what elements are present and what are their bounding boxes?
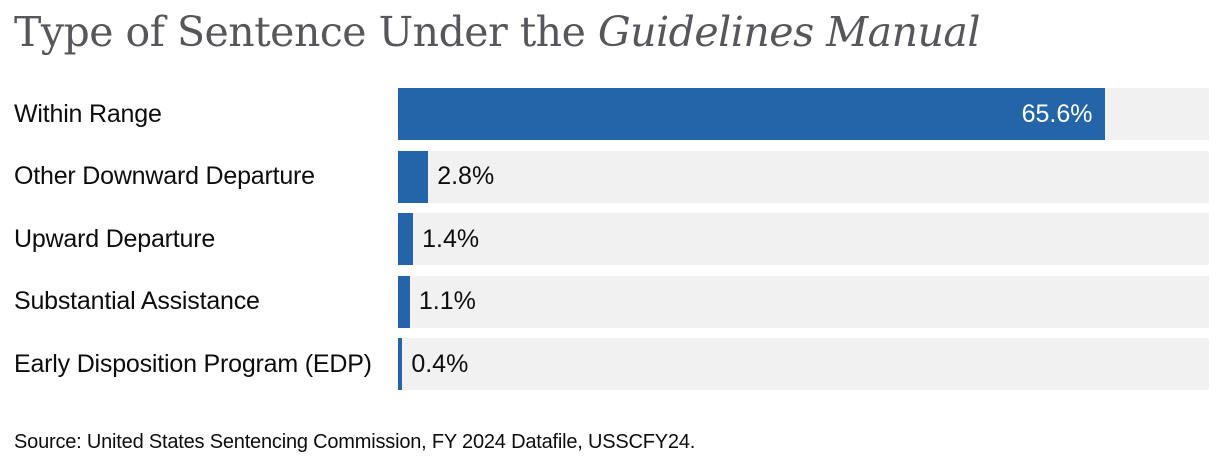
category-label: Upward Departure xyxy=(14,224,216,253)
chart-title-text: Type of Sentence Under the xyxy=(14,8,598,56)
category-label: Other Downward Departure xyxy=(14,162,315,190)
value-label: 1.1% xyxy=(418,287,476,315)
bar-track: 65.6% xyxy=(398,88,1209,140)
bar xyxy=(398,338,403,390)
category-label: Early Disposition Program (EDP) xyxy=(14,349,372,378)
category-label: Within Range xyxy=(14,99,162,128)
chart-row: Other Downward Departure 2.8% xyxy=(14,150,1209,203)
bar-track: 2.8% xyxy=(398,150,1209,203)
category-label: Substantial Assistance xyxy=(14,287,260,315)
source-note: Source: United States Sentencing Commiss… xyxy=(14,431,696,453)
value-label: 65.6% xyxy=(1021,99,1093,128)
chart-title-italic-text: Guidelines Manual xyxy=(597,8,981,56)
chart-title: Type of Sentence Under the Guidelines Ma… xyxy=(14,5,1206,60)
chart-row: Upward Departure 1.4% xyxy=(14,213,1209,265)
chart-row: Early Disposition Program (EDP) 0.4% xyxy=(14,338,1209,390)
value-label: 2.8% xyxy=(437,162,495,190)
bar xyxy=(398,213,414,265)
bar-track: 0.4% xyxy=(398,338,1209,390)
chart-row: Within Range 65.6% xyxy=(14,88,1209,140)
bar-track: 1.4% xyxy=(398,213,1209,265)
value-label: 1.4% xyxy=(422,224,480,253)
bar: 65.6% xyxy=(398,88,1106,140)
chart-row: Substantial Assistance 1.1% xyxy=(14,275,1209,328)
bar-track: 1.1% xyxy=(398,275,1209,328)
value-label: 0.4% xyxy=(411,349,469,378)
bar xyxy=(398,275,410,328)
bar xyxy=(398,150,429,203)
bar-chart: Within Range 65.6% Other Downward Depart… xyxy=(14,88,1209,390)
